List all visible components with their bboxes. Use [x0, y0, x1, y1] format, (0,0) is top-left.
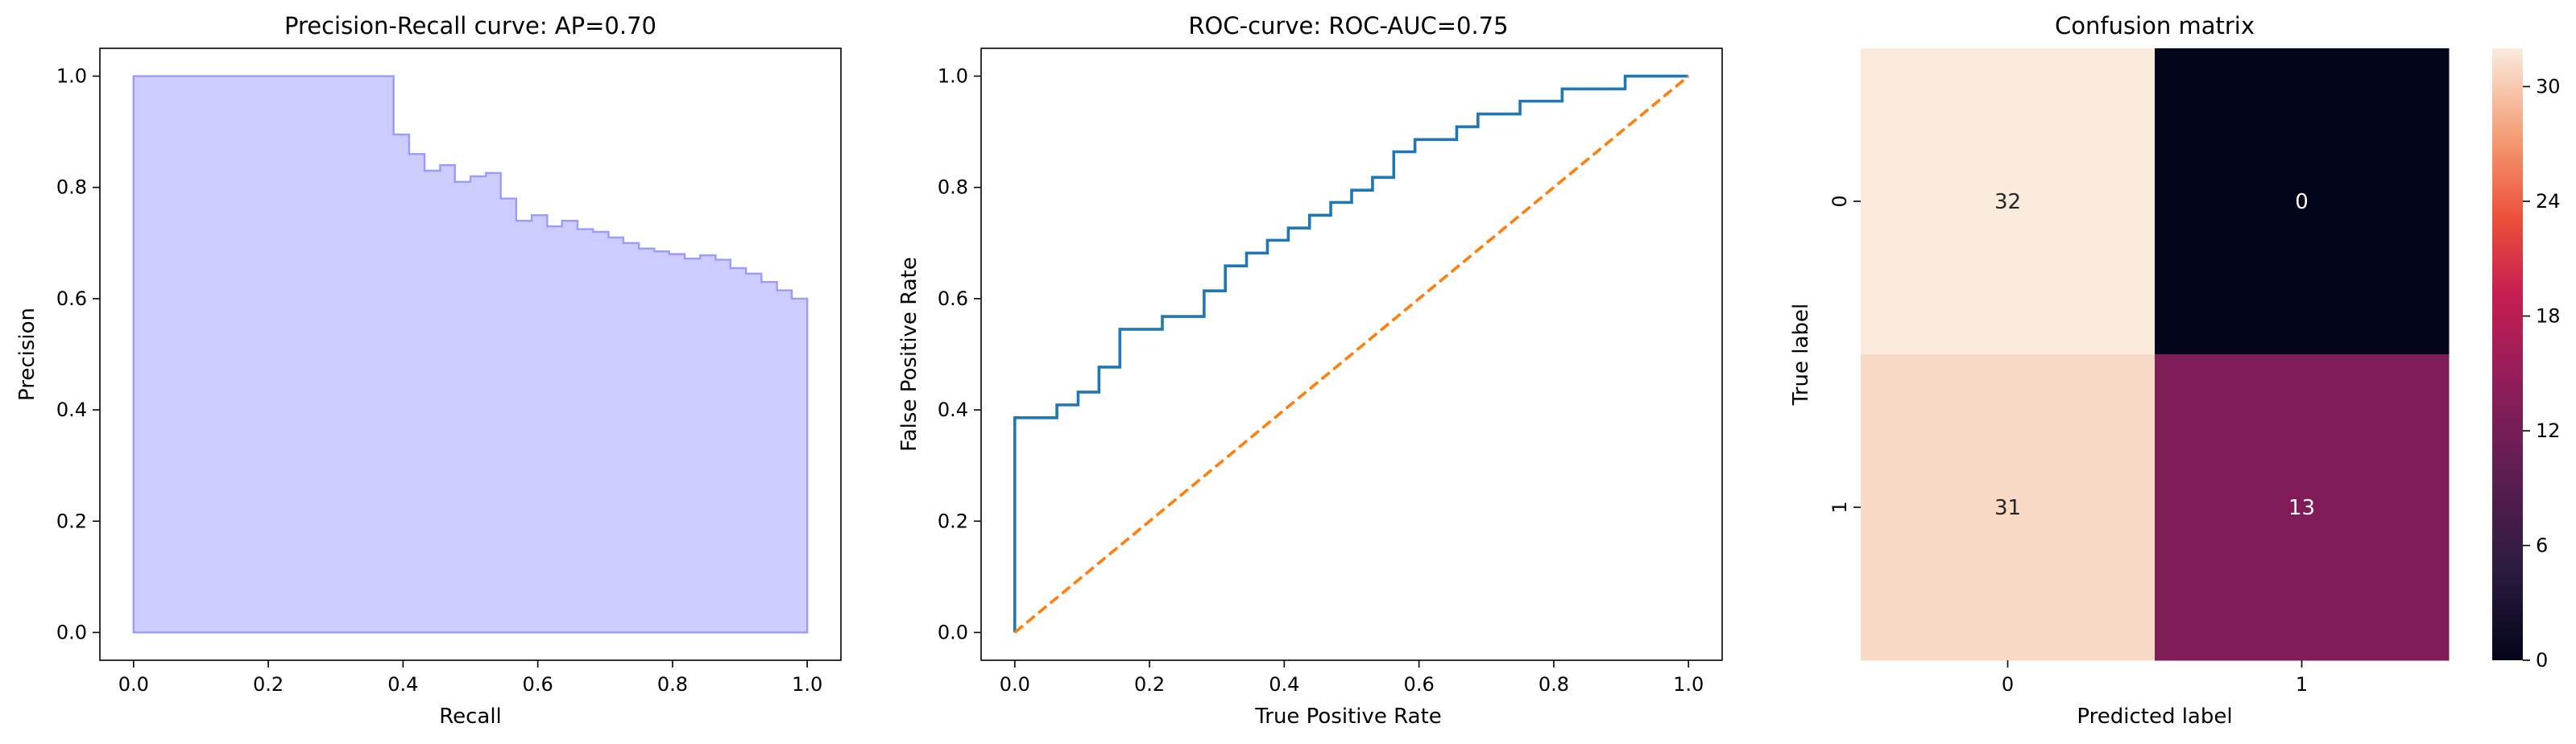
cm-cell — [1861, 354, 2156, 661]
roc-y-tick-label: 1.0 — [938, 65, 968, 88]
cm-cell-value: 13 — [2288, 496, 2315, 520]
pr-y-tick-label: 0.2 — [56, 510, 87, 532]
roc-y-tick-label: 0.0 — [938, 621, 968, 643]
roc-y-tick-label: 0.8 — [938, 176, 968, 199]
pr-x-ticks: 0.0 0.2 0.4 0.6 0.8 1.0 — [118, 660, 822, 696]
roc-x-tick-label: 0.0 — [1000, 673, 1030, 696]
roc-chance-line — [1013, 75, 1690, 634]
precision-recall-chart: Precision-Recall curve: AP=0.70 0.0 0.2 0.… — [15, 12, 842, 729]
pr-title: Precision-Recall curve: AP=0.70 — [284, 12, 656, 39]
roc-x-tick-label: 1.0 — [1673, 673, 1704, 696]
roc-y-tick-label: 0.4 — [938, 399, 968, 421]
pr-plot-area — [132, 75, 809, 634]
pr-x-tick-label: 0.8 — [657, 673, 688, 696]
roc-chart: ROC-curve: ROC-AUC=0.75 0.0 0.2 0.4 0.6 0.8 1… — [897, 12, 1723, 729]
cm-heatmap-cells: 32 0 31 13 — [1861, 48, 2450, 661]
roc-x-tick-label: 0.2 — [1134, 673, 1165, 696]
cm-colorbar-tick-label: 24 — [2536, 190, 2561, 213]
cm-title: Confusion matrix — [2055, 12, 2255, 39]
cm-y-ticks: 01 — [1828, 195, 1861, 514]
pr-y-tick-label: 1.0 — [56, 65, 87, 88]
cm-cell — [2155, 48, 2450, 355]
cm-colorbar — [2492, 48, 2523, 660]
cm-cell-value: 32 — [1994, 190, 2021, 214]
roc-axes-frame — [980, 48, 1723, 661]
cm-x-label: Predicted label — [2077, 705, 2232, 729]
pr-y-tick-label: 0.0 — [56, 621, 87, 643]
cm-cell-value: 0 — [2295, 190, 2309, 214]
cm-y-tick-label: 1 — [1828, 501, 1851, 513]
pr-y-tick-label: 0.8 — [56, 176, 87, 199]
pr-axes-frame — [99, 48, 842, 661]
roc-title: ROC-curve: ROC-AUC=0.75 — [1188, 12, 1508, 39]
cm-cell — [2155, 354, 2450, 661]
pr-x-tick-label: 0.6 — [523, 673, 553, 696]
roc-y-label: False Positive Rate — [897, 257, 921, 452]
pr-y-tick-label: 0.6 — [56, 287, 87, 310]
pr-x-tick-label: 1.0 — [792, 673, 822, 696]
pr-y-label: Precision — [15, 308, 39, 401]
roc-y-tick-label: 0.2 — [938, 510, 968, 532]
roc-y-ticks: 0.0 0.2 0.4 0.6 0.8 1.0 — [938, 65, 981, 643]
cm-x-tick-label: 0 — [2002, 673, 2014, 696]
cm-colorbar-ticks: 0 6 12 18 24 30 — [2523, 76, 2561, 672]
pr-curve-line — [132, 75, 809, 634]
cm-cell-value: 31 — [1994, 496, 2021, 520]
roc-x-tick-label: 0.6 — [1404, 673, 1435, 696]
pr-y-ticks: 0.0 0.2 0.4 0.6 0.8 1.0 — [56, 65, 100, 643]
pr-x-tick-label: 0.0 — [118, 673, 149, 696]
cm-colorbar-tick-label: 6 — [2536, 535, 2548, 557]
pr-x-tick-label: 0.4 — [387, 673, 418, 696]
cm-y-tick-label: 0 — [1828, 195, 1851, 207]
cm-colorbar-tick-label: 12 — [2536, 420, 2561, 442]
cm-y-label: True label — [1789, 304, 1813, 406]
cm-colorbar-tick-label: 30 — [2536, 76, 2561, 98]
cm-colorbar-tick-label: 0 — [2536, 649, 2548, 672]
cm-cell — [1861, 48, 2156, 355]
pr-y-tick-label: 0.4 — [56, 399, 87, 421]
roc-x-tick-label: 0.8 — [1539, 673, 1569, 696]
roc-curve-line — [1013, 74, 1689, 633]
cm-x-tick-label: 1 — [2296, 673, 2308, 696]
pr-x-label: Recall — [439, 705, 502, 729]
pr-area-fill — [133, 76, 808, 633]
roc-x-tick-label: 0.4 — [1269, 673, 1299, 696]
roc-y-tick-label: 0.6 — [938, 287, 968, 310]
roc-x-label: True Positive Rate — [1254, 705, 1442, 729]
cm-colorbar-tick-label: 18 — [2536, 305, 2561, 328]
pr-x-tick-label: 0.2 — [253, 673, 284, 696]
roc-plot-area — [1013, 74, 1690, 634]
roc-x-ticks: 0.0 0.2 0.4 0.6 0.8 1.0 — [1000, 660, 1704, 696]
